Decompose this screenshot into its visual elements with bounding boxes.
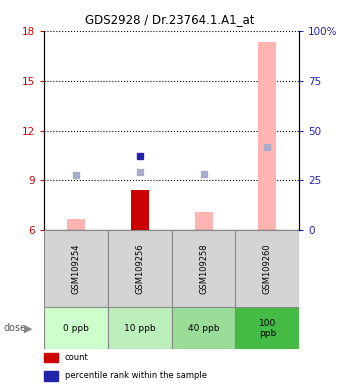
Text: GSM109256: GSM109256	[135, 243, 144, 294]
Text: count: count	[65, 353, 88, 362]
Bar	[131, 209, 149, 230]
Text: 100
ppb: 100 ppb	[259, 319, 276, 338]
Text: 0 ppb: 0 ppb	[63, 324, 89, 333]
Bar	[235, 307, 299, 349]
Text: 40 ppb: 40 ppb	[188, 324, 219, 333]
Text: GSM109260: GSM109260	[263, 243, 272, 294]
Bar	[131, 190, 149, 230]
Text: ▶: ▶	[24, 323, 32, 333]
Bar	[67, 219, 85, 230]
Text: percentile rank within the sample: percentile rank within the sample	[65, 371, 207, 381]
Bar	[172, 307, 235, 349]
Text: GSM109254: GSM109254	[72, 243, 81, 294]
Bar	[172, 230, 235, 307]
Bar	[108, 230, 172, 307]
Bar	[44, 230, 108, 307]
Text: dose: dose	[3, 323, 27, 333]
Text: GSM109258: GSM109258	[199, 243, 208, 294]
Text: 10 ppb: 10 ppb	[124, 324, 156, 333]
Text: GDS2928 / Dr.23764.1.A1_at: GDS2928 / Dr.23764.1.A1_at	[85, 13, 255, 26]
Bar	[44, 307, 108, 349]
Bar	[194, 212, 212, 230]
Bar	[235, 230, 299, 307]
Bar	[258, 42, 276, 230]
Bar	[108, 307, 172, 349]
